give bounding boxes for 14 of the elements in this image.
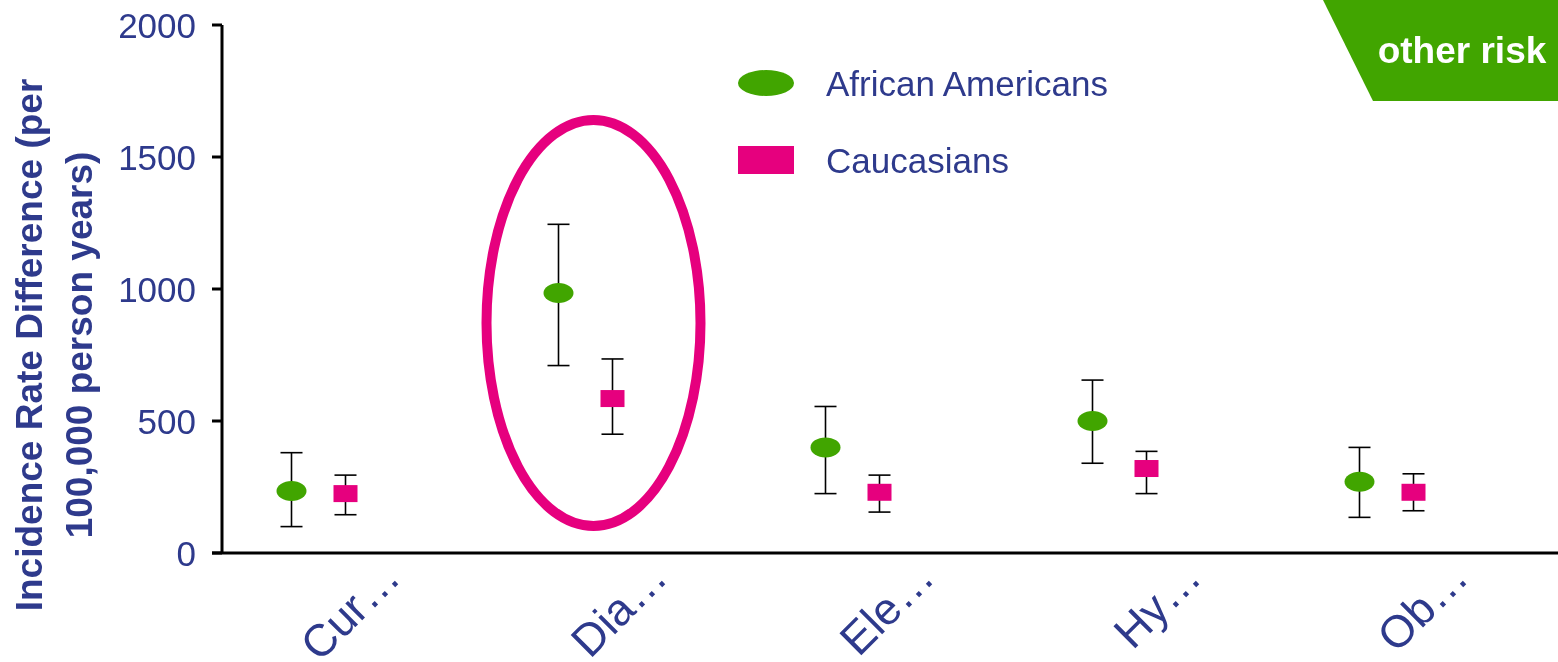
y-tick-label: 500	[137, 401, 196, 441]
x-tick-label: Ele…	[829, 551, 944, 662]
x-tick-label: Ob…	[1367, 551, 1478, 662]
y-tick-label: 1500	[118, 137, 196, 177]
y-tick-label: 0	[176, 533, 196, 573]
y-tick-label: 1000	[118, 269, 196, 309]
annotation: other risk	[1377, 29, 1547, 71]
y-tick-label: 2000	[118, 5, 196, 45]
x-tick-label: Dia…	[560, 551, 677, 662]
x-tick-label: Hy…	[1103, 551, 1211, 658]
legend-label: African Americans	[826, 63, 1109, 103]
x-tick-label: Cur…	[290, 551, 410, 662]
y-axis-title: Incidence Rate Difference (per 100,000 person years)	[9, 78, 100, 612]
legend-label: Caucasians	[826, 140, 1009, 180]
